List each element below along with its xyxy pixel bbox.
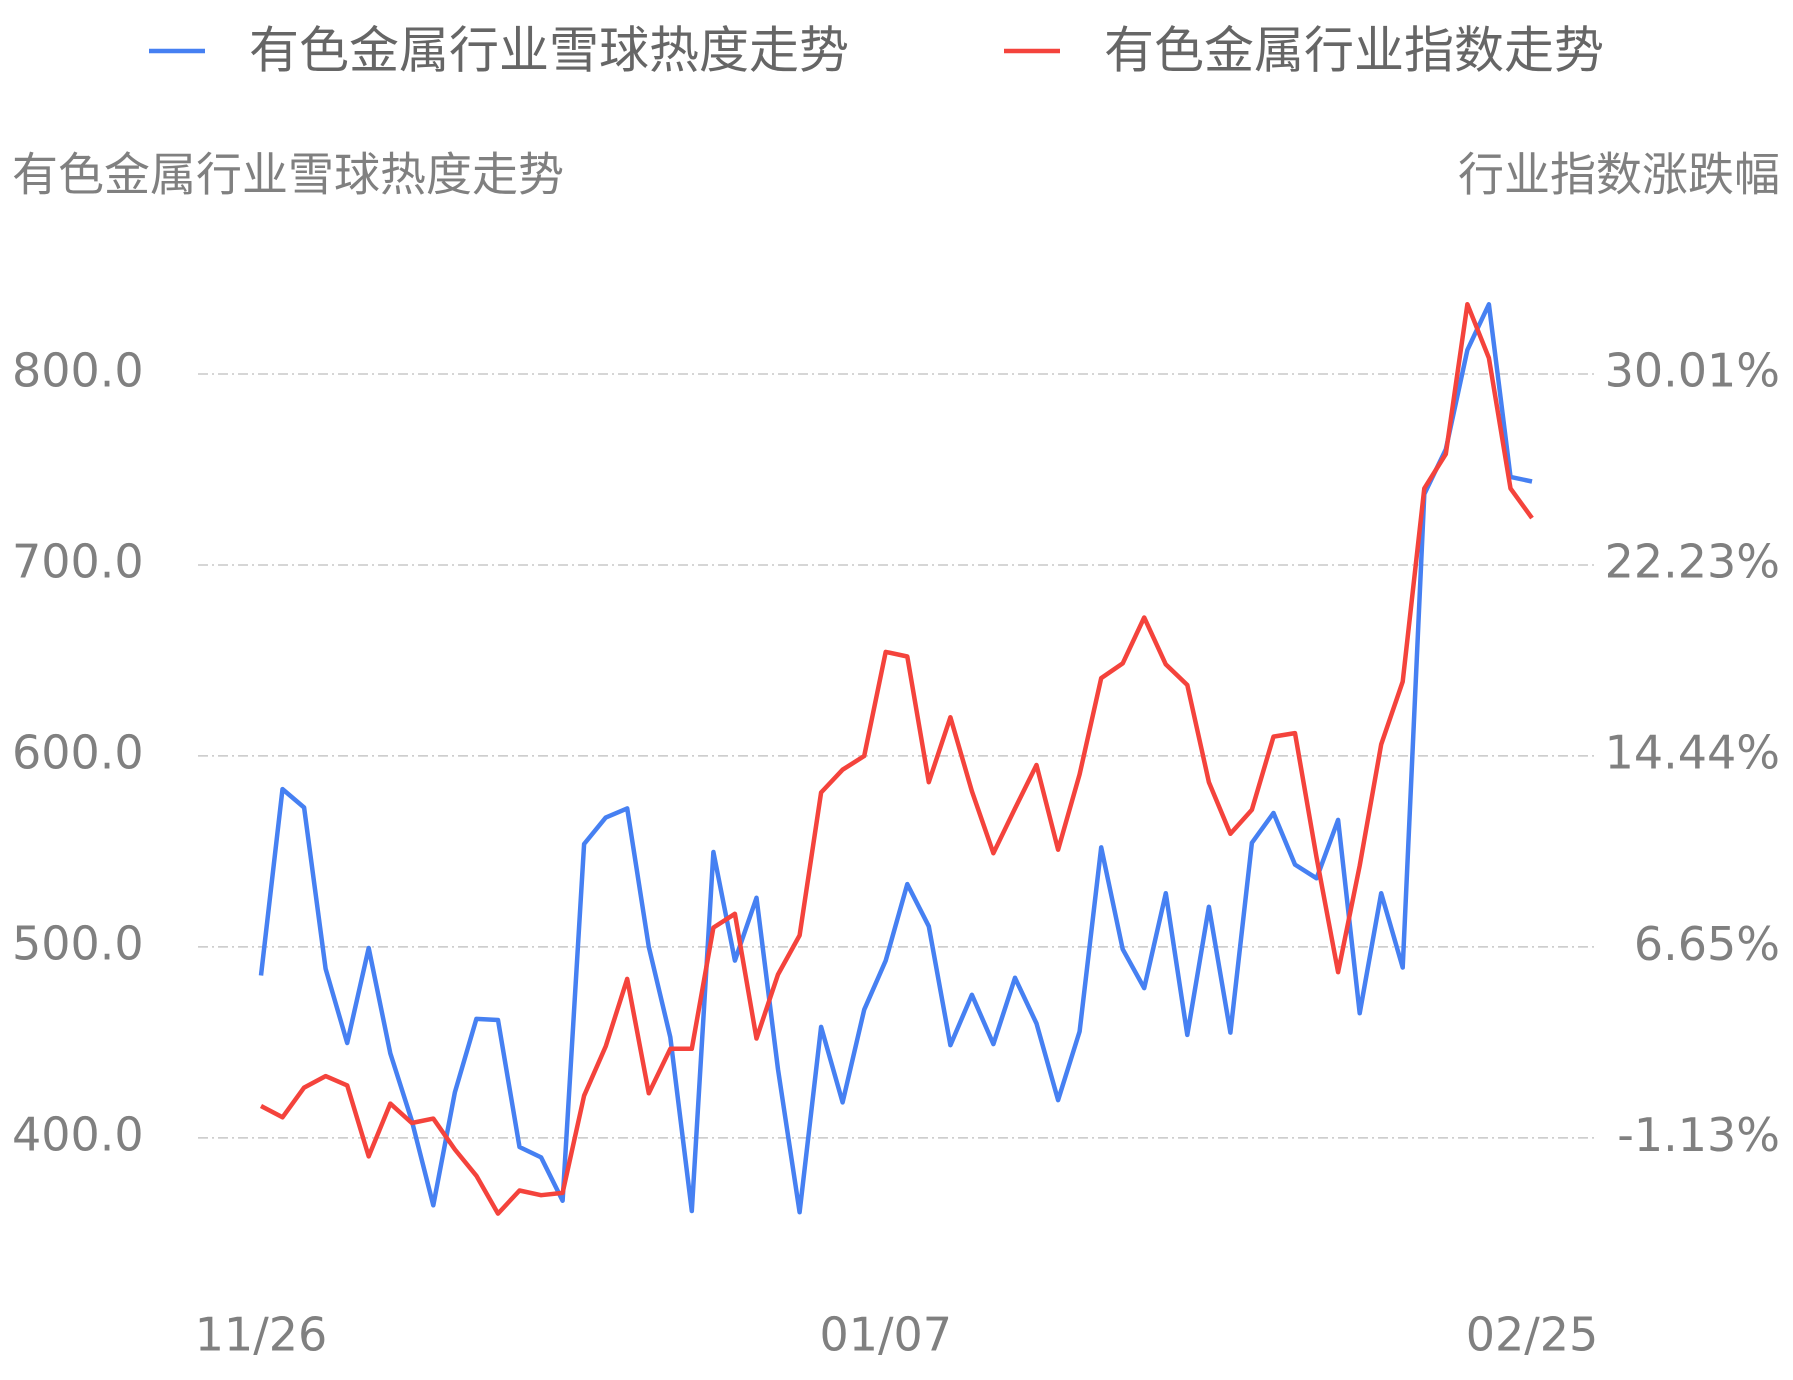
y2-tick-label: -1.13% (1617, 1108, 1780, 1162)
y2-tick-label: 22.23% (1605, 534, 1780, 588)
y2-tick-label: 14.44% (1605, 726, 1780, 780)
legend-label: 有色金属行业雪球热度走势 (249, 22, 849, 80)
y2-tick-label: 30.01% (1605, 343, 1780, 397)
y-tick-label: 500.0 (12, 916, 144, 970)
y-axis-title: 有色金属行业雪球热度走势 (12, 148, 564, 202)
y-tick-label: 700.0 (12, 534, 144, 588)
y2-tick-label: 6.65% (1634, 917, 1780, 971)
y-tick-label: 800.0 (12, 343, 144, 397)
x-tick-label: 11/26 (195, 1308, 328, 1362)
series-line (258, 302, 1533, 1215)
series-line (259, 301, 1534, 1216)
x-tick-label: 02/25 (1466, 1308, 1599, 1362)
x-tick-label: 01/07 (819, 1308, 952, 1362)
y-tick-label: 400.0 (12, 1107, 144, 1161)
legend: 有色金属行业雪球热度走势 有色金属行业指数走势 (149, 22, 1604, 80)
y-tick-label: 600.0 (12, 725, 144, 779)
y2-axis-title: 行业指数涨跌幅 (1458, 148, 1780, 202)
legend-label: 有色金属行业指数走势 (1104, 22, 1604, 80)
